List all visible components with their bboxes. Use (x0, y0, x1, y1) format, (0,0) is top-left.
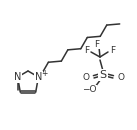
Text: F: F (84, 46, 90, 54)
Text: O: O (118, 73, 125, 82)
Text: N: N (35, 72, 42, 82)
Text: −O: −O (82, 86, 96, 95)
Text: O: O (82, 73, 89, 82)
Text: S: S (99, 70, 107, 80)
Text: N: N (14, 72, 21, 82)
Text: +: + (41, 69, 47, 78)
Text: F: F (94, 40, 100, 48)
Text: F: F (110, 46, 116, 54)
